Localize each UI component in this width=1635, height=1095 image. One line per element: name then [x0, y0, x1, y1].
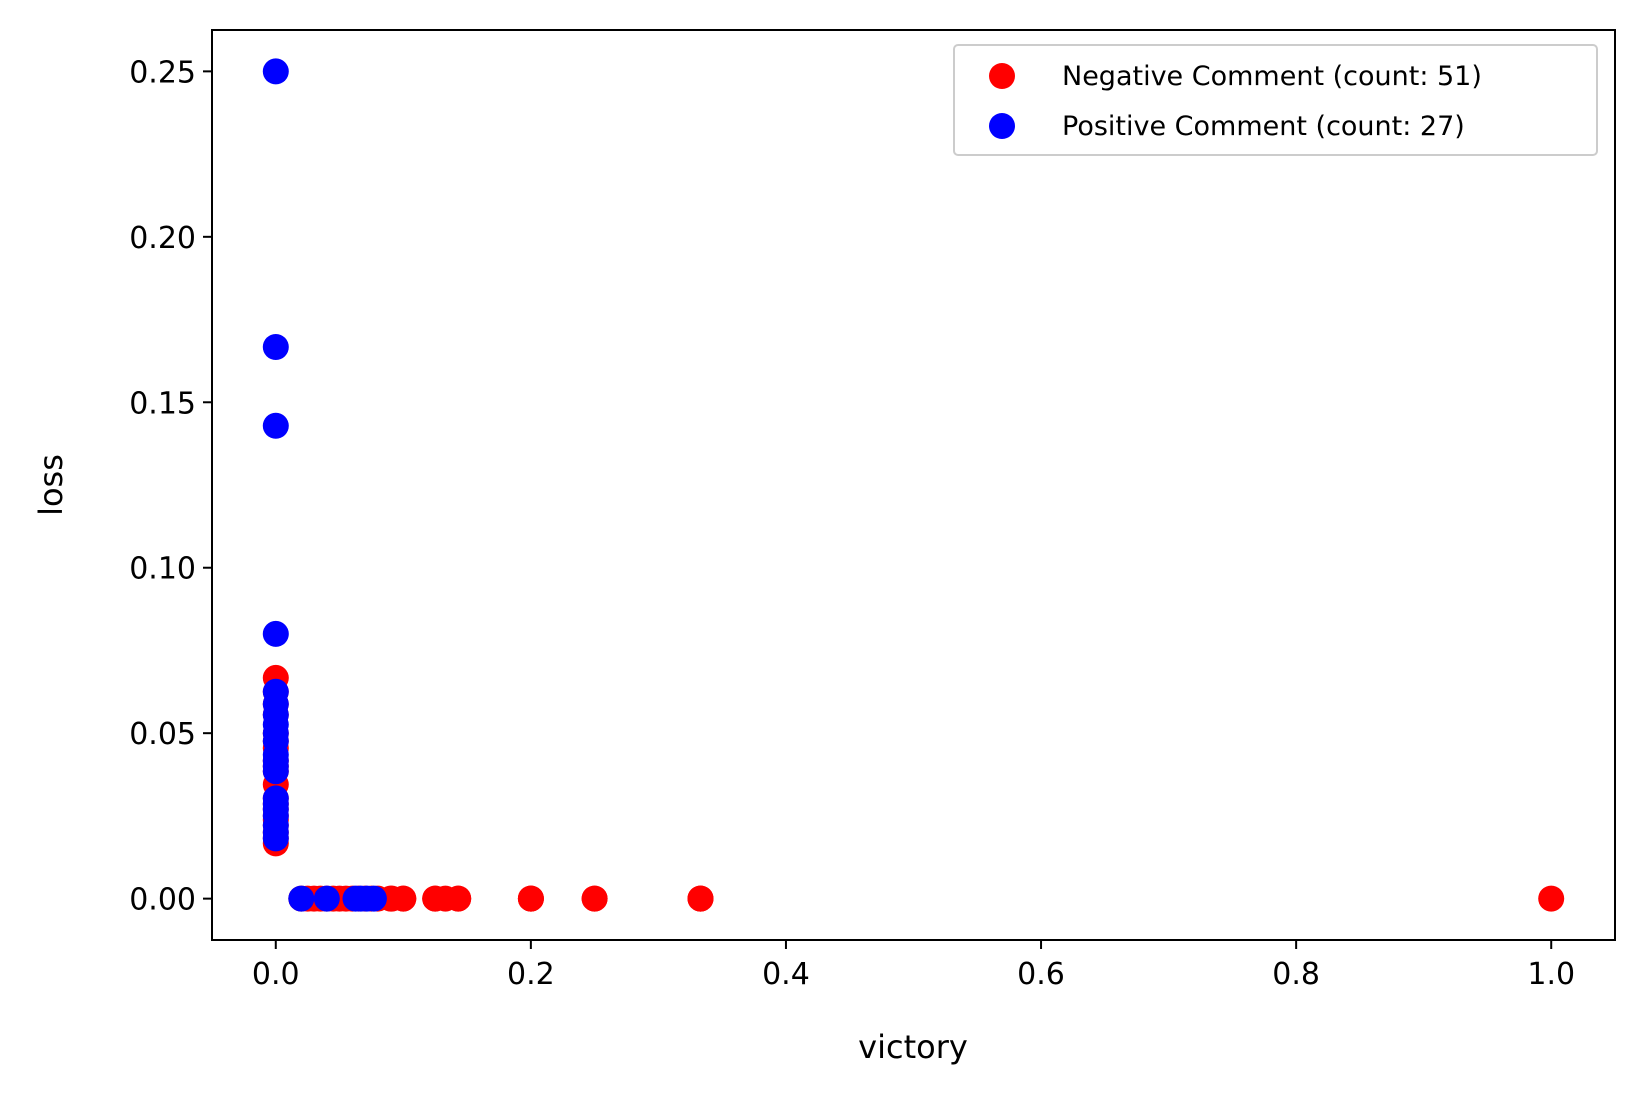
data-point: [581, 885, 608, 912]
data-point: [262, 58, 289, 85]
y-axis-ticks: 0.00 0.05 0.10 0.15 0.20 0.25: [129, 55, 212, 918]
data-point: [313, 885, 340, 912]
data-point: [262, 412, 289, 439]
legend-entry-label: Positive Comment (count: 27): [1062, 111, 1465, 142]
legend-box: [953, 44, 1598, 156]
x-tick-label: 0.8: [1272, 957, 1320, 992]
legend-marker: [989, 113, 1015, 139]
data-point: [288, 885, 315, 912]
data-point: [360, 885, 387, 912]
data-point: [262, 620, 289, 647]
y-axis-label: loss: [32, 454, 70, 516]
x-tick-label: 1.0: [1527, 957, 1575, 992]
data-point: [517, 885, 544, 912]
data-point: [262, 758, 289, 785]
data-points: [262, 58, 1565, 912]
x-tick-label: 0.4: [762, 957, 810, 992]
legend: Negative Comment (count: 51) Positive Com…: [953, 44, 1598, 156]
y-tick-label: 0.10: [129, 552, 196, 587]
x-tick-label: 0.6: [1017, 957, 1065, 992]
x-tick-label: 0.0: [252, 957, 300, 992]
legend-marker: [989, 63, 1015, 89]
data-point: [1538, 885, 1565, 912]
y-tick-label: 0.15: [129, 386, 196, 421]
series-1-points: [262, 58, 387, 912]
x-axis-label: victory: [858, 1028, 968, 1066]
x-axis-ticks: 0.0 0.2 0.4 0.6 0.8 1.0: [252, 940, 1575, 992]
y-tick-label: 0.05: [129, 717, 196, 752]
data-point: [262, 825, 289, 852]
y-tick-label: 0.25: [129, 55, 196, 90]
data-point: [390, 885, 417, 912]
data-point: [687, 885, 714, 912]
y-tick-label: 0.00: [129, 883, 196, 918]
data-point: [262, 334, 289, 360]
y-tick-label: 0.20: [129, 221, 196, 256]
plot-frame: [211, 29, 1616, 941]
x-tick-label: 0.2: [507, 957, 555, 992]
legend-entry-label: Negative Comment (count: 51): [1062, 61, 1482, 92]
data-point: [445, 885, 472, 912]
